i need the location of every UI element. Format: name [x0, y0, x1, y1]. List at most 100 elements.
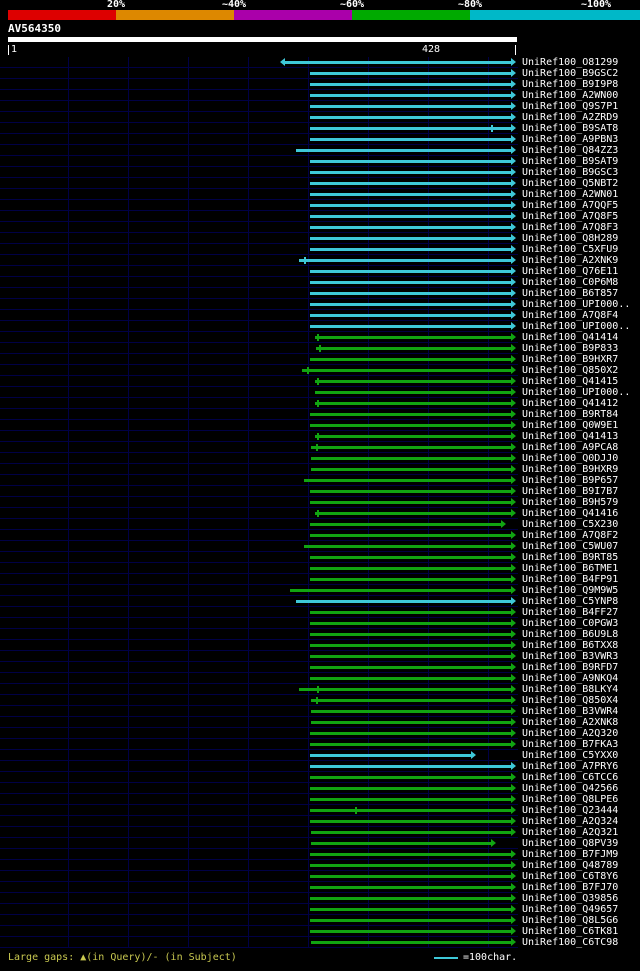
alignment-bar[interactable] — [310, 204, 511, 207]
alignment-row[interactable]: UniRef100_C5YNP8 — [0, 596, 640, 607]
alignment-bar[interactable] — [310, 314, 511, 317]
hit-label[interactable]: UniRef100_A7Q8F3 — [522, 222, 619, 233]
hit-label[interactable]: UniRef100_Q8PV39 — [522, 838, 619, 849]
alignment-bar[interactable] — [315, 391, 511, 394]
alignment-bar[interactable] — [310, 908, 511, 911]
alignment-row[interactable]: UniRef100_B9SAT9 — [0, 156, 640, 167]
alignment-bar[interactable] — [310, 754, 471, 757]
hit-label[interactable]: UniRef100_Q9S7P1 — [522, 101, 619, 112]
alignment-bar[interactable] — [310, 138, 511, 141]
alignment-row[interactable]: UniRef100_B3VWR3 — [0, 651, 640, 662]
alignment-row[interactable]: UniRef100_C5X230 — [0, 519, 640, 530]
alignment-row[interactable]: UniRef100_Q48789 — [0, 860, 640, 871]
hit-label[interactable]: UniRef100_B6U9L8 — [522, 629, 619, 640]
hit-label[interactable]: UniRef100_A7PRY6 — [522, 761, 619, 772]
alignment-bar[interactable] — [310, 611, 511, 614]
alignment-bar[interactable] — [310, 127, 511, 130]
alignment-row[interactable]: UniRef100_Q41415 — [0, 376, 640, 387]
alignment-bar[interactable] — [285, 61, 511, 64]
alignment-bar[interactable] — [310, 490, 511, 493]
hit-label[interactable]: UniRef100_B9I9P8 — [522, 79, 619, 90]
hit-label[interactable]: UniRef100_Q23444 — [522, 805, 619, 816]
alignment-bar[interactable] — [310, 182, 511, 185]
alignment-row[interactable]: UniRef100_O81299 — [0, 57, 640, 68]
alignment-row[interactable]: UniRef100_Q9S7P1 — [0, 101, 640, 112]
hit-label[interactable]: UniRef100_Q48789 — [522, 860, 619, 871]
alignment-row[interactable]: UniRef100_B9HXR7 — [0, 354, 640, 365]
alignment-bar[interactable] — [302, 369, 511, 372]
alignment-row[interactable]: UniRef100_Q39856 — [0, 893, 640, 904]
hit-label[interactable]: UniRef100_Q0W9E1 — [522, 420, 619, 431]
hit-label[interactable]: UniRef100_A9PBN3 — [522, 134, 619, 145]
alignment-bar[interactable] — [310, 424, 511, 427]
hit-label[interactable]: UniRef100_B6T857 — [522, 288, 619, 299]
alignment-row[interactable]: UniRef100_A7Q8F4 — [0, 310, 640, 321]
hit-label[interactable]: UniRef100_B9RT85 — [522, 552, 619, 563]
hit-label[interactable]: UniRef100_B4FF27 — [522, 607, 619, 618]
alignment-row[interactable]: UniRef100_B8LKY4 — [0, 684, 640, 695]
alignment-row[interactable]: UniRef100_A9PBN3 — [0, 134, 640, 145]
alignment-row[interactable]: UniRef100_B6TME1 — [0, 563, 640, 574]
hit-label[interactable]: UniRef100_A2Q320 — [522, 728, 619, 739]
hit-label[interactable]: UniRef100_B6TME1 — [522, 563, 619, 574]
alignment-bar[interactable] — [310, 270, 511, 273]
alignment-bar[interactable] — [310, 325, 511, 328]
hit-label[interactable]: UniRef100_B7FJ70 — [522, 882, 619, 893]
hit-label[interactable]: UniRef100_Q8L5G6 — [522, 915, 619, 926]
alignment-bar[interactable] — [310, 820, 511, 823]
alignment-bar[interactable] — [311, 457, 511, 460]
alignment-row[interactable]: UniRef100_Q9M9W5 — [0, 585, 640, 596]
hit-label[interactable]: UniRef100_C5YXX0 — [522, 750, 619, 761]
alignment-bar[interactable] — [310, 160, 511, 163]
alignment-bar[interactable] — [316, 347, 511, 350]
hit-label[interactable]: UniRef100_Q9M9W5 — [522, 585, 619, 596]
alignment-bar[interactable] — [310, 897, 511, 900]
alignment-bar[interactable] — [315, 402, 511, 405]
hit-label[interactable]: UniRef100_B9P657 — [522, 475, 619, 486]
alignment-bar[interactable] — [310, 776, 511, 779]
alignment-row[interactable]: UniRef100_B9HXR9 — [0, 464, 640, 475]
alignment-bar[interactable] — [315, 512, 511, 515]
hit-label[interactable]: UniRef100_C0P6M8 — [522, 277, 619, 288]
alignment-row[interactable]: UniRef100_B6U9L8 — [0, 629, 640, 640]
alignment-bar[interactable] — [311, 446, 511, 449]
hit-label[interactable]: UniRef100_Q8H289 — [522, 233, 619, 244]
alignment-row[interactable]: UniRef100_B4FF27 — [0, 607, 640, 618]
hit-label[interactable]: UniRef100_A2Q324 — [522, 816, 619, 827]
hit-label[interactable]: UniRef100_Q42566 — [522, 783, 619, 794]
alignment-bar[interactable] — [310, 303, 511, 306]
hit-label[interactable]: UniRef100_A7Q8F5 — [522, 211, 619, 222]
hit-label[interactable]: UniRef100_Q41416 — [522, 508, 619, 519]
hit-label[interactable]: UniRef100_C5XFU9 — [522, 244, 619, 255]
hit-label[interactable]: UniRef100_Q41415 — [522, 376, 619, 387]
alignment-bar[interactable] — [310, 292, 511, 295]
alignment-bar[interactable] — [310, 787, 511, 790]
alignment-bar[interactable] — [311, 710, 511, 713]
hit-label[interactable]: UniRef100_Q850X2 — [522, 365, 619, 376]
hit-label[interactable]: UniRef100_UPI000.. — [522, 321, 631, 332]
alignment-row[interactable]: UniRef100_B4FP91 — [0, 574, 640, 585]
alignment-bar[interactable] — [310, 886, 511, 889]
alignment-bar[interactable] — [310, 677, 511, 680]
alignment-row[interactable]: UniRef100_Q41412 — [0, 398, 640, 409]
alignment-row[interactable]: UniRef100_Q850X4 — [0, 695, 640, 706]
alignment-bar[interactable] — [304, 479, 511, 482]
alignment-row[interactable]: UniRef100_B9RT84 — [0, 409, 640, 420]
alignment-bar[interactable] — [310, 743, 511, 746]
hit-label[interactable]: UniRef100_B9H579 — [522, 497, 619, 508]
alignment-row[interactable]: UniRef100_B9H579 — [0, 497, 640, 508]
alignment-bar[interactable] — [311, 468, 511, 471]
alignment-row[interactable]: UniRef100_B7FKA3 — [0, 739, 640, 750]
alignment-row[interactable]: UniRef100_Q5NBT2 — [0, 178, 640, 189]
hit-label[interactable]: UniRef100_A2WN00 — [522, 90, 619, 101]
alignment-row[interactable]: UniRef100_B7FJ70 — [0, 882, 640, 893]
hit-label[interactable]: UniRef100_B9HXR7 — [522, 354, 619, 365]
alignment-row[interactable]: UniRef100_B9I9P8 — [0, 79, 640, 90]
alignment-bar[interactable] — [310, 864, 511, 867]
hit-label[interactable]: UniRef100_B9SAT8 — [522, 123, 619, 134]
hit-label[interactable]: UniRef100_A2XNK9 — [522, 255, 619, 266]
alignment-row[interactable]: UniRef100_A7Q8F2 — [0, 530, 640, 541]
hit-label[interactable]: UniRef100_Q41414 — [522, 332, 619, 343]
alignment-bar[interactable] — [310, 567, 511, 570]
alignment-row[interactable]: UniRef100_B9RT85 — [0, 552, 640, 563]
